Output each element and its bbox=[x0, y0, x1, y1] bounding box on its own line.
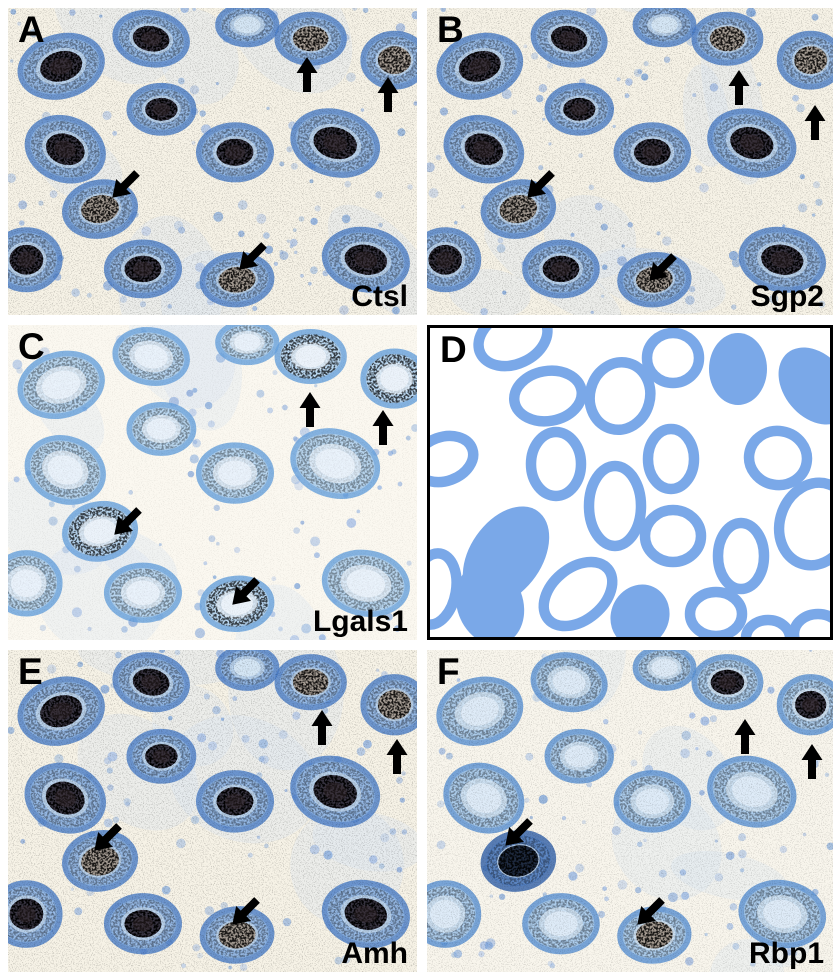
signal-arrow-icon bbox=[296, 57, 318, 92]
micrograph-lgals1 bbox=[8, 325, 417, 640]
tubule-outline bbox=[778, 347, 830, 425]
tubule-outline bbox=[684, 586, 748, 637]
signal-arrow-icon bbox=[377, 77, 399, 112]
tubule-outline bbox=[709, 333, 767, 405]
gene-label: Rbp1 bbox=[749, 937, 824, 970]
signal-arrow-icon bbox=[299, 392, 321, 427]
tubule-outline bbox=[641, 328, 705, 389]
micrograph-ctsl bbox=[8, 8, 417, 315]
signal-arrow-icon bbox=[649, 253, 677, 281]
panel-B: B Sgp2 bbox=[427, 8, 833, 315]
tubule-schematic bbox=[430, 328, 830, 637]
panel-D: D bbox=[427, 325, 833, 640]
panel-letter: C bbox=[18, 326, 45, 367]
tubule-outline bbox=[642, 423, 700, 495]
signal-arrow-icon bbox=[94, 823, 122, 851]
tubule-outline bbox=[430, 430, 479, 488]
signal-arrow-icon bbox=[239, 242, 267, 270]
gene-label: Lgals1 bbox=[312, 605, 408, 638]
panel-letter: B bbox=[437, 9, 464, 50]
tubule-outline bbox=[583, 460, 647, 552]
gene-label: Ctsl bbox=[351, 280, 408, 313]
signal-arrow-icon bbox=[112, 170, 140, 198]
signal-arrow-icon bbox=[804, 105, 826, 140]
tubule-outline bbox=[584, 357, 656, 435]
panel-letter: F bbox=[437, 651, 460, 692]
tubule-outline bbox=[610, 584, 670, 637]
tubule-outline bbox=[508, 365, 588, 427]
signal-arrow-icon bbox=[114, 507, 142, 535]
tubule-outline bbox=[455, 562, 525, 637]
panel-A: A Ctsl bbox=[8, 8, 417, 315]
tubule-outline bbox=[639, 504, 707, 568]
signal-arrow-icon bbox=[734, 719, 756, 754]
signal-arrow-icon bbox=[527, 170, 555, 198]
micrograph-rbp1 bbox=[427, 650, 833, 972]
tubule-outline bbox=[473, 328, 553, 372]
signal-arrow-icon bbox=[372, 410, 394, 445]
tubule-outline bbox=[740, 614, 796, 637]
panel-F: F Rbp1 bbox=[427, 650, 833, 972]
signal-arrow-icon bbox=[728, 70, 750, 105]
tubule-outline bbox=[712, 517, 770, 595]
tubule-outline bbox=[773, 477, 830, 571]
panel-letter: D bbox=[440, 329, 467, 370]
signal-arrow-icon bbox=[505, 818, 533, 846]
gene-label: Amh bbox=[341, 937, 408, 970]
tubule-outline bbox=[525, 426, 587, 502]
signal-arrow-icon bbox=[801, 744, 823, 779]
panel-letter: A bbox=[18, 9, 45, 50]
signal-arrow-icon bbox=[311, 710, 333, 745]
tubule-outline bbox=[788, 608, 830, 637]
signal-arrow-icon bbox=[386, 739, 408, 774]
micrograph-amh bbox=[8, 650, 417, 972]
tubule-outline bbox=[743, 425, 813, 491]
signal-arrow-icon bbox=[232, 577, 260, 605]
panel-C: C Lgals1 bbox=[8, 325, 417, 640]
signal-arrow-icon bbox=[232, 897, 260, 925]
panel-letter: E bbox=[18, 651, 43, 692]
signal-arrow-icon bbox=[637, 897, 665, 925]
tubule-outline bbox=[430, 548, 462, 630]
gene-label: Sgp2 bbox=[750, 280, 824, 313]
micrograph-sgp2 bbox=[427, 8, 833, 315]
tubule-outline bbox=[538, 556, 618, 632]
panel-E: E Amh bbox=[8, 650, 417, 972]
